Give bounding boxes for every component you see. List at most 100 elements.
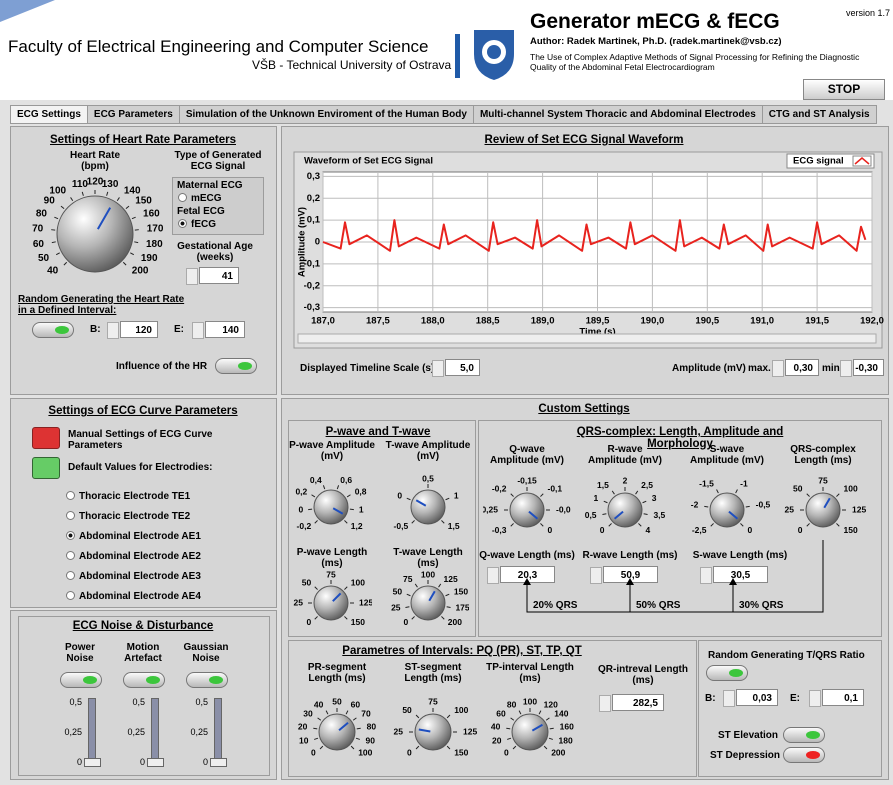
knob-scale-label: 0,5 — [422, 473, 434, 483]
tab[interactable]: CTG and ST Analysis — [761, 105, 877, 124]
knob-tick — [643, 513, 648, 515]
label: Amplitude (mV) — [672, 363, 746, 374]
knob-graphic: -0,3 -0,25 -0,2 -0,15 -0,1 -0,05 0 — [479, 475, 576, 535]
knob-scale-label: 140 — [554, 709, 568, 719]
radio[interactable]: Abdominal Electrode AE1 — [66, 531, 201, 542]
radio[interactable]: Abdominal Electrode AE2 — [66, 551, 201, 562]
tab[interactable]: ECG Settings — [10, 105, 88, 124]
numeric-input[interactable]: 140 — [192, 321, 245, 339]
tab[interactable]: ECG Parameters — [86, 105, 180, 124]
knob-needle — [428, 590, 436, 602]
toggle[interactable] — [123, 672, 165, 688]
knob-scale-label: 75 — [428, 696, 438, 706]
default-button[interactable] — [32, 457, 60, 479]
header — [0, 0, 893, 100]
tab[interactable]: Simulation of the Unknown Enviroment of … — [178, 105, 474, 124]
knob-tick — [548, 737, 553, 740]
heart-rate-panel — [10, 126, 277, 395]
knob[interactable]: 0 25 50 75 100 125 150 175 200 — [387, 568, 470, 634]
qrs-split-arrows — [523, 540, 824, 613]
radio[interactable]: Thoracic Electrode TE2 — [66, 511, 190, 522]
slider-track[interactable] — [151, 698, 159, 766]
knob-tick — [540, 493, 544, 497]
label: S-wave Length (ms) — [692, 550, 788, 561]
manual-button[interactable] — [32, 427, 60, 449]
knob[interactable]: -0,3 -0,25 -0,2 -0,15 -0,1 -0,05 0 — [479, 470, 576, 546]
radio[interactable]: Thoracic Electrode TE1 — [66, 491, 190, 502]
toggle[interactable] — [60, 672, 102, 688]
knob-tick — [638, 523, 642, 527]
numeric-input[interactable]: 0,30 — [772, 359, 819, 377]
knob-scale-label: 0 — [504, 747, 509, 757]
pt-frame — [288, 420, 476, 637]
numeric-input[interactable]: 120 — [107, 321, 158, 339]
knob[interactable]: 0 25 50 75 100 125 150 — [389, 690, 478, 770]
knob[interactable]: -2,5 -2 -1,5 -1 -0,5 0 — [683, 470, 771, 546]
radio[interactable]: fECG — [178, 219, 216, 230]
tab[interactable]: Multi-channel System Thoracic and Abdomi… — [472, 105, 763, 124]
knob-scale-label: 125 — [359, 597, 372, 607]
knob-scale-label: 1,2 — [351, 521, 363, 531]
knob[interactable]: 0 25 50 75 100 125 150 — [779, 470, 867, 546]
knob-tick — [54, 216, 59, 220]
toggle[interactable] — [783, 747, 825, 763]
knob-scale-label: 40 — [47, 265, 59, 276]
knob-scale-label: 30 — [303, 709, 313, 719]
toggle[interactable] — [186, 672, 228, 688]
knob-body — [414, 713, 452, 751]
knob-scale-label: 70 — [361, 709, 371, 719]
slider-scale: 0 — [202, 757, 208, 767]
version: version 1.7 — [846, 8, 891, 18]
tab-bar: ECG Settings ECG Parameters Simulation of … — [10, 104, 877, 124]
stop-button[interactable]: STOP — [803, 79, 885, 100]
slider-track[interactable] — [214, 698, 222, 766]
knob-scale-label: 40 — [491, 722, 501, 732]
scrollbar — [297, 333, 877, 344]
numeric-input[interactable]: 41 — [186, 267, 239, 285]
knob-tick — [735, 489, 738, 494]
toggle[interactable] — [215, 358, 257, 374]
x-tick-label: 192,0 — [860, 316, 884, 327]
panel-title: Settings of ECG Curve Parameters — [48, 405, 238, 417]
numeric-display: 50,9 — [590, 566, 658, 584]
knob-tick — [325, 710, 329, 715]
numeric-input[interactable]: 0,03 — [723, 689, 778, 707]
knob-scale-label: 0 — [306, 617, 311, 627]
knob[interactable]: -0,2 0 0,2 0,4 0,6 0,8 1 1,2 — [290, 468, 372, 542]
knob[interactable]: 0 20 40 60 80 100 120 140 160 180 200 — [486, 690, 574, 770]
knob-scale-label: 3,5 — [653, 510, 665, 520]
knob-scale-label: 50 — [38, 253, 50, 264]
toggle[interactable] — [32, 322, 74, 338]
knob-scale-label: 80 — [507, 700, 517, 710]
channel-label: Gaussian Noise — [183, 642, 229, 664]
numeric-input[interactable]: 5,0 — [432, 359, 480, 377]
knob-scale-label: 0 — [403, 617, 408, 627]
knob-scale-label: 25 — [394, 726, 404, 736]
label: max. — [748, 363, 771, 374]
legend-swatch-bg — [852, 155, 872, 167]
radio[interactable]: mECG — [178, 193, 222, 204]
radio[interactable]: Abdominal Electrode AE3 — [66, 571, 201, 582]
toggle[interactable] — [783, 727, 825, 743]
knob-scale-label: 100 — [351, 577, 365, 587]
radio[interactable]: Abdominal Electrode AE4 — [66, 591, 201, 602]
knob-scale-label: 150 — [135, 196, 152, 207]
numeric-input[interactable]: -0,30 — [840, 359, 884, 377]
slider-track[interactable] — [88, 698, 96, 766]
section-title: QRS-complex: Length, Amplitude and Morph… — [576, 426, 784, 450]
knob[interactable]: 0 0,5 1 1,5 2 2,5 3 3,5 4 — [581, 470, 669, 546]
knob[interactable]: 0 25 50 75 100 125 150 — [290, 568, 374, 634]
toggle[interactable] — [706, 665, 748, 681]
knob-needle — [332, 592, 342, 602]
waveform-line — [322, 219, 867, 252]
numeric-display: 20,3 — [487, 566, 555, 584]
knob-tick — [740, 523, 744, 527]
knob-scale-label: 100 — [358, 747, 372, 757]
knob-tick — [445, 593, 450, 597]
knob[interactable]: 40 50 60 70 80 90 100 110 120 130 140 150 160 170 180 1… — [20, 162, 170, 298]
knob[interactable]: -0,5 0 0,5 1 1,5 — [387, 468, 469, 542]
numeric-input[interactable]: 0,1 — [809, 689, 864, 707]
knob-body — [410, 489, 446, 525]
knob[interactable]: 0 10 20 30 40 50 60 70 80 90 100 — [293, 690, 381, 770]
knob-tick — [313, 727, 318, 730]
